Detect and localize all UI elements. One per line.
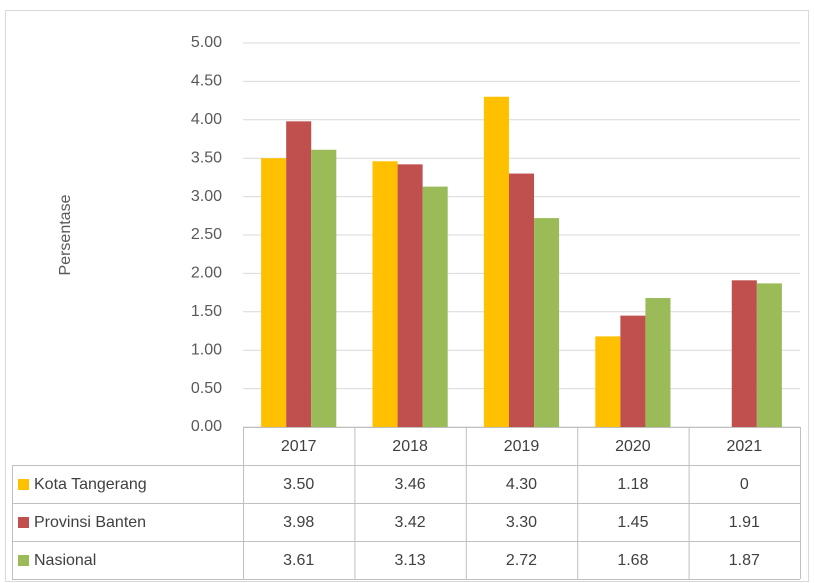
table-cell: 4.30 [506, 476, 537, 493]
bar [756, 283, 782, 427]
table-cell: 1.87 [729, 552, 760, 569]
table-cell: 1.45 [617, 514, 648, 531]
y-tick-label: 2.50 [191, 226, 222, 243]
x-tick-label: 2020 [615, 438, 651, 455]
y-tick-label: 3.50 [191, 149, 222, 166]
x-tick-label: 2018 [392, 438, 428, 455]
bar [731, 280, 757, 427]
bar [261, 158, 287, 427]
bar [645, 297, 671, 427]
x-tick-label: 2017 [281, 438, 317, 455]
bar [422, 186, 448, 427]
legend-label: Provinsi Banten [34, 514, 146, 531]
bar [620, 315, 646, 427]
table-cell: 3.98 [283, 514, 314, 531]
legend-label: Nasional [34, 552, 96, 569]
y-tick-label: 5.00 [191, 34, 222, 51]
legend-key [18, 555, 29, 566]
x-tick-label: 2021 [727, 438, 763, 455]
y-tick-label: 0.50 [191, 380, 222, 397]
y-tick-label: 4.00 [191, 111, 222, 128]
bar [372, 161, 398, 427]
table-cell: 3.46 [395, 476, 426, 493]
table-cell: 0 [740, 476, 749, 493]
table-cell: 1.18 [617, 476, 648, 493]
table-cell: 3.42 [395, 514, 426, 531]
bar [508, 173, 535, 427]
y-tick-label: 2.00 [191, 265, 222, 282]
legend-key [18, 479, 29, 490]
bar [397, 164, 423, 427]
legend-label: Kota Tangerang [34, 476, 147, 493]
table-cell: 3.13 [395, 552, 426, 569]
bar [483, 96, 509, 427]
x-tick-label: 2019 [504, 438, 540, 455]
y-tick-label: 0.00 [191, 418, 222, 435]
y-tick-label: 4.50 [191, 73, 222, 90]
legend-key [18, 517, 29, 528]
table-cell: 1.68 [617, 552, 648, 569]
table-cell: 3.61 [283, 552, 314, 569]
bar [286, 121, 312, 427]
chart-border [5, 10, 809, 582]
table-cell: 3.30 [506, 514, 537, 531]
table-cell: 3.50 [283, 476, 314, 493]
bar [595, 336, 621, 427]
y-tick-label: 1.00 [191, 341, 222, 358]
table-cell: 2.72 [506, 552, 537, 569]
table-cell: 1.91 [729, 514, 760, 531]
y-tick-label: 3.00 [191, 188, 222, 205]
bar [311, 149, 337, 427]
y-axis-label: Persentase [57, 194, 74, 275]
y-tick-label: 1.50 [191, 303, 222, 320]
bar [534, 218, 560, 427]
